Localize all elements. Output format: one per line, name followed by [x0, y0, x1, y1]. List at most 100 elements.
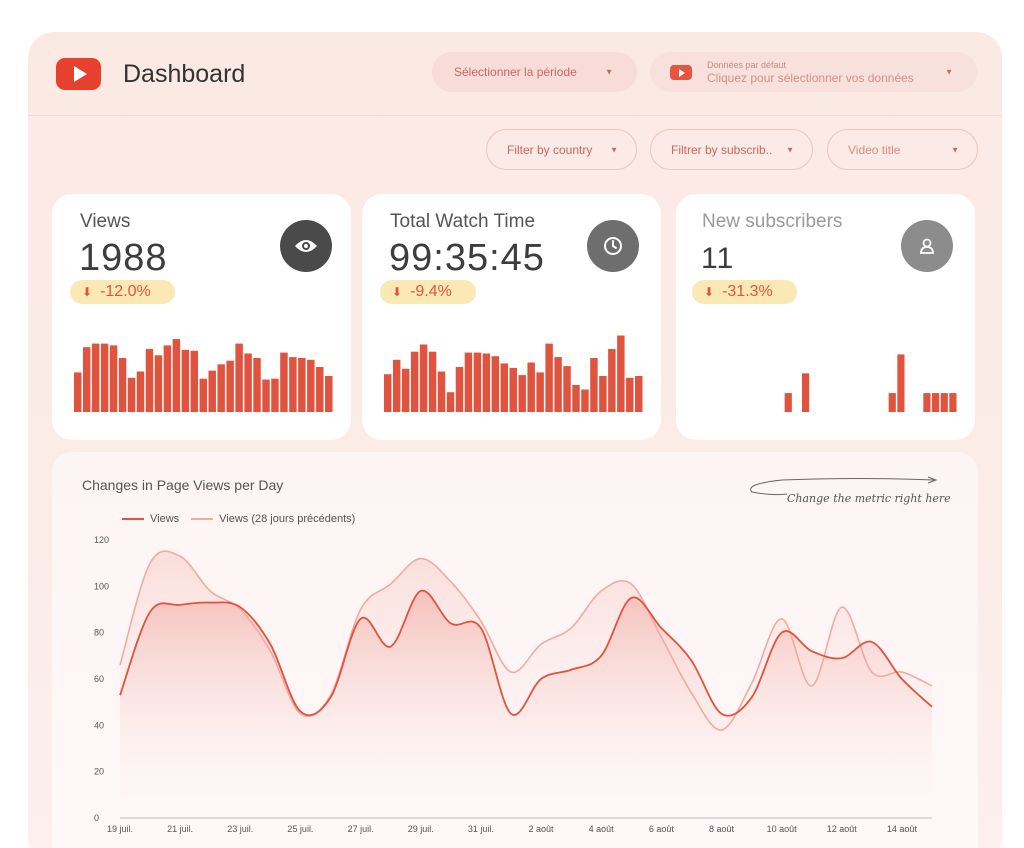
spark-bar — [536, 372, 544, 412]
y-tick-label: 60 — [94, 674, 104, 684]
card-label: New subscribers — [702, 211, 843, 232]
change-value: -31.3% — [722, 283, 773, 300]
spark-bar — [419, 344, 428, 412]
spark-bar — [199, 378, 207, 412]
spark-bar — [482, 353, 491, 412]
spark-bar — [401, 368, 410, 412]
spark-bar — [563, 366, 571, 412]
x-tick-label: 10 août — [767, 824, 798, 834]
card-label: Total Watch Time — [390, 211, 536, 232]
spark-bar — [289, 357, 297, 412]
spark-bar — [635, 376, 643, 412]
filter-subscribers-label: Filtrer by subscrib.. — [671, 142, 773, 157]
spark-bar — [802, 373, 810, 412]
spark-bar — [464, 352, 473, 412]
spark-bar — [410, 351, 419, 412]
spark-bar — [91, 343, 100, 412]
watch-time-card[interactable]: Total Watch Time 99:35:45 ⬇ -9.4% — [362, 194, 661, 440]
x-tick-label: 25 juil. — [287, 824, 313, 834]
change-value: -9.4% — [410, 283, 452, 300]
spark-bar — [262, 379, 270, 412]
spark-bar — [392, 359, 401, 412]
chart-legend: Views Views (28 jours précédents) — [122, 513, 355, 525]
spark-bar — [384, 374, 392, 412]
subscribers-sparkline — [784, 354, 957, 412]
spark-bar — [118, 358, 127, 412]
x-tick-label: 19 juil. — [107, 824, 133, 834]
clock-icon — [587, 220, 639, 272]
period-select-label: Sélectionner la période — [454, 65, 577, 79]
spark-bar — [581, 389, 589, 412]
arrow-down-icon: ⬇ — [392, 285, 403, 299]
x-tick-label: 14 août — [887, 824, 918, 834]
spark-bar — [554, 357, 562, 412]
spark-bar — [109, 345, 118, 412]
card-value: 1988 — [79, 237, 168, 279]
card-label: Views — [80, 211, 131, 232]
chevron-down-icon: ▼ — [605, 67, 613, 77]
filter-country[interactable]: Filter by country ▼ — [486, 129, 637, 170]
legend-label-views[interactable]: Views — [150, 513, 180, 525]
spark-bar — [208, 370, 216, 412]
subscribers-card[interactable]: New subscribers 11 ⬇ -31.3% — [676, 194, 975, 440]
views-series-line — [119, 590, 933, 717]
change-badge: ⬇ -9.4% — [380, 280, 476, 304]
spark-bar — [572, 385, 580, 412]
previous-series-line — [119, 550, 933, 731]
spark-bar — [307, 359, 315, 412]
period-select[interactable]: Sélectionner la période ▼ — [432, 52, 637, 92]
spark-bar — [527, 362, 535, 412]
spark-bar — [784, 393, 792, 412]
spark-bar — [932, 393, 940, 412]
spark-bar — [545, 343, 553, 412]
legend-label-previous[interactable]: Views (28 jours précédents) — [219, 513, 356, 525]
spark-bar — [316, 367, 324, 412]
spark-bar — [280, 352, 288, 412]
spark-bar — [190, 350, 199, 412]
arrow-down-icon: ⬇ — [704, 285, 715, 299]
data-source-label: Données par défaut — [707, 60, 787, 70]
page-title: Dashboard — [123, 60, 246, 88]
y-tick-label: 40 — [94, 720, 104, 730]
spark-bar — [154, 355, 163, 412]
chart-title: Changes in Page Views per Day — [82, 477, 284, 493]
views-card[interactable]: Views 1988 ⬇ -12.0% — [52, 194, 351, 440]
data-source-select[interactable]: Données par défaut Cliquez pour sélectio… — [650, 52, 977, 92]
spark-bar — [437, 371, 446, 412]
spark-bar — [271, 378, 279, 412]
spark-bar — [82, 347, 91, 412]
filter-video-title[interactable]: Video title ▼ — [827, 129, 978, 170]
chevron-down-icon: ▼ — [951, 145, 959, 154]
spark-bar — [923, 393, 931, 412]
spark-bar — [235, 343, 243, 412]
spark-bar — [226, 360, 234, 412]
filter-video-title-label: Video title — [848, 142, 901, 157]
spark-bar — [500, 363, 509, 412]
spark-bar — [244, 353, 252, 412]
spark-bar — [617, 335, 625, 412]
y-tick-label: 120 — [94, 535, 109, 545]
spark-bar — [298, 358, 306, 412]
y-tick-label: 20 — [94, 767, 104, 777]
page-views-line-chart: 0 20 40 60 80 100 120 19 juil. 21 juil. 23 juil. 2… — [94, 535, 933, 834]
x-tick-label: 12 août — [827, 824, 858, 834]
youtube-icon — [670, 65, 692, 80]
metric-hint: Change the metric right here — [787, 492, 951, 505]
spark-bar — [127, 377, 136, 412]
spark-bar — [608, 349, 616, 412]
spark-bar — [428, 351, 437, 412]
change-badge: ⬇ -12.0% — [70, 280, 175, 304]
user-icon — [901, 220, 953, 272]
y-tick-label: 80 — [94, 628, 104, 638]
data-source-value: Cliquez pour sélectionner vos données — [707, 71, 914, 85]
card-value: 11 — [701, 242, 735, 275]
spark-bar — [145, 349, 154, 412]
x-tick-label: 23 juil. — [227, 824, 253, 834]
hint-arrow-icon — [750, 476, 938, 496]
chevron-down-icon: ▼ — [786, 145, 794, 154]
filter-subscribers[interactable]: Filtrer by subscrib.. ▼ — [650, 129, 813, 170]
spark-bar — [74, 372, 82, 412]
header: Dashboard Sélectionner la période ▼ Donn… — [28, 32, 1002, 116]
y-tick-label: 0 — [94, 813, 99, 823]
card-value: 99:35:45 — [389, 237, 545, 279]
